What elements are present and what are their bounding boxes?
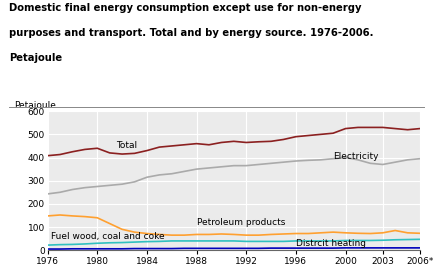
Text: Electricity: Electricity (333, 152, 378, 161)
Text: Distrcit heating: Distrcit heating (296, 239, 366, 248)
Text: Petroleum products: Petroleum products (197, 218, 285, 227)
Text: Petajoule: Petajoule (9, 53, 62, 63)
Text: Petajoule: Petajoule (14, 101, 56, 110)
Text: purposes and transport. Total and by energy source. 1976-2006.: purposes and transport. Total and by ene… (9, 28, 373, 38)
Text: Fuel wood, coal and coke: Fuel wood, coal and coke (52, 232, 165, 241)
Text: Total: Total (116, 141, 137, 150)
Text: Domestic final energy consumption except use for non-energy: Domestic final energy consumption except… (9, 3, 361, 13)
